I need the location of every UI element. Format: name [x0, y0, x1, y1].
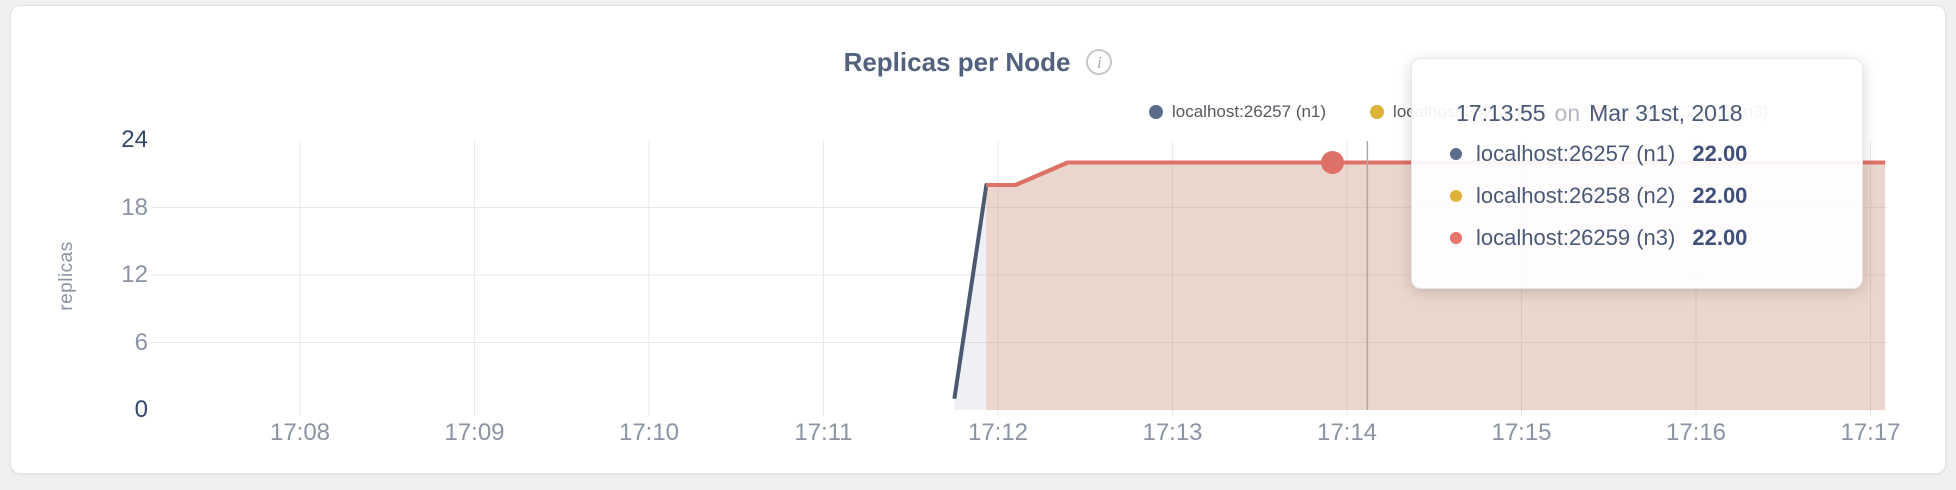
tooltip-series-label: localhost:26257 (n1): [1476, 141, 1676, 166]
x-tick-label: 17:14: [1316, 419, 1378, 446]
tooltip-date: Mar 31st, 2018: [1589, 100, 1743, 126]
x-tick-label: 17:15: [1491, 419, 1552, 446]
hover-point-marker: [1320, 151, 1344, 174]
tooltip-conjunction: on: [1554, 100, 1581, 126]
tooltip-series-label: localhost:26258 (n2): [1476, 183, 1676, 208]
tooltip-series-dot-icon: [1450, 232, 1462, 244]
tooltip-series-label: localhost:26259 (n3): [1476, 225, 1676, 250]
legend-item[interactable]: localhost:26257 (n1): [1149, 102, 1326, 122]
tooltip-header: 17:13:55 on Mar 31st, 2018: [1412, 59, 1862, 127]
tooltip-row: localhost:26257 (n1) 22.00: [1412, 133, 1862, 175]
y-tick-label: 0: [134, 396, 148, 423]
tooltip-row: localhost:26259 (n3) 22.00: [1412, 217, 1862, 259]
tooltip-row: localhost:26258 (n2) 22.00: [1412, 175, 1862, 217]
legend-series-dot-icon: [1370, 105, 1385, 119]
y-tick-label: 6: [134, 328, 148, 356]
x-tick-label: 17:17: [1840, 419, 1901, 446]
y-tick-label: 24: [121, 126, 148, 153]
y-tick-label: 18: [121, 193, 148, 221]
tooltip-series-dot-icon: [1450, 190, 1462, 202]
legend-series-label: localhost:26257 (n1): [1172, 102, 1327, 121]
chart-card: Replicas per Node i replicas 0 6 12 18 24 17…: [10, 5, 1946, 474]
x-tick-label: 17:16: [1665, 419, 1727, 446]
tooltip-series-value: 22.00: [1692, 225, 1748, 250]
y-tick-label: 12: [121, 261, 148, 288]
legend-series-dot-icon: [1149, 105, 1163, 119]
tooltip-series-value: 22.00: [1692, 141, 1748, 166]
x-tick-label: 17:10: [618, 419, 680, 446]
hover-tooltip: 17:13:55 on Mar 31st, 2018 localhost:262…: [1411, 58, 1863, 289]
tooltip-time: 17:13:55: [1456, 100, 1546, 126]
x-tick-label: 17:13: [1142, 419, 1203, 446]
tooltip-series-value: 22.00: [1692, 183, 1748, 208]
info-icon[interactable]: i: [1086, 49, 1113, 75]
x-tick-label: 17:12: [967, 419, 1029, 446]
x-tick-label: 17:09: [444, 419, 505, 446]
tooltip-rows: localhost:26257 (n1) 22.00 localhost:262…: [1412, 133, 1862, 259]
tooltip-series-dot-icon: [1450, 148, 1462, 160]
x-tick-label: 17:08: [269, 419, 331, 446]
x-tick-label: 17:11: [794, 419, 853, 446]
